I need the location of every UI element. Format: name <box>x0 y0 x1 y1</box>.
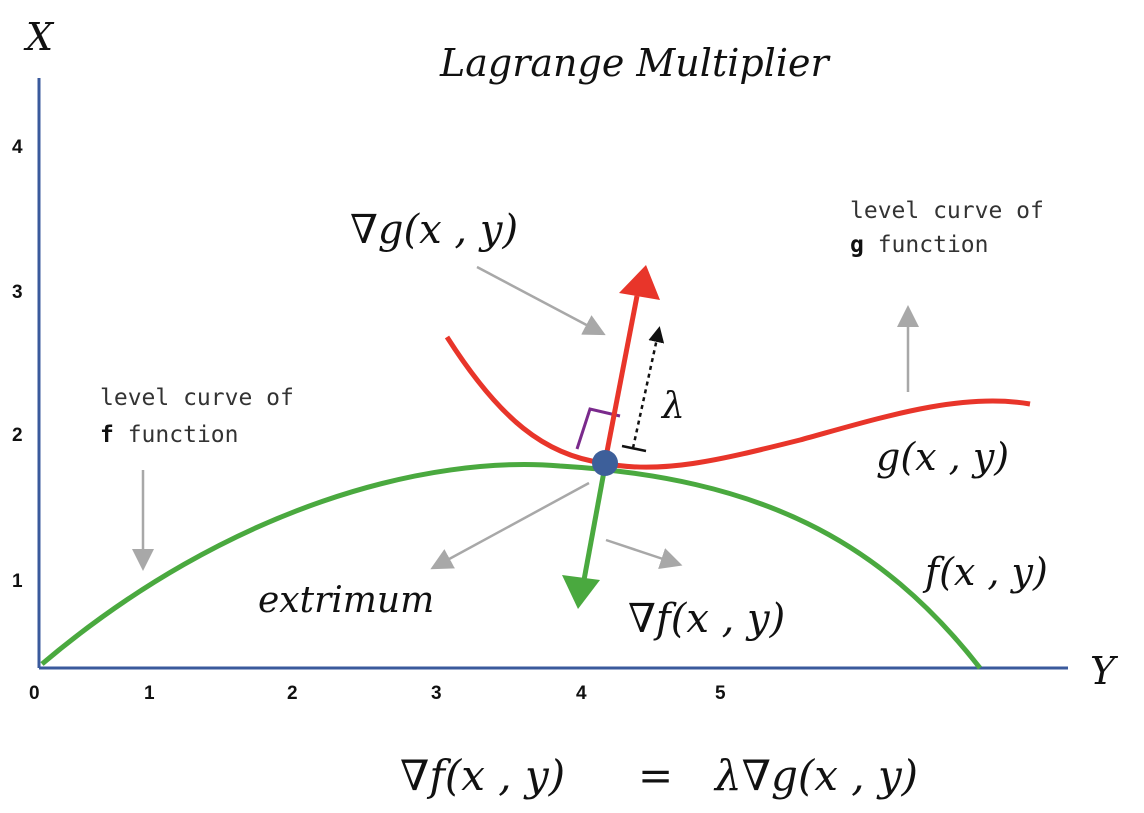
horizontal-axis-label: Y <box>1090 649 1119 693</box>
extremum-pointer <box>440 483 589 564</box>
f-level-annotation-rest: function <box>114 422 239 448</box>
tick-label: 3 <box>431 683 442 704</box>
diagram-title: Lagrange Multiplier <box>439 41 831 85</box>
extremum-point <box>592 450 618 476</box>
f-level-annotation-line2: f function <box>100 422 238 448</box>
f-level-annotation-line1: level curve of <box>100 385 294 411</box>
g-curve-label: g(x , y) <box>876 435 1009 479</box>
lambda-label: λ <box>660 386 685 427</box>
g-level-annotation: level curve of <box>850 198 1044 224</box>
lambda-arrow <box>633 334 658 448</box>
origin-label: 0 <box>29 683 40 704</box>
tick-label: 4 <box>12 137 23 158</box>
equation-lhs: ∇f(x , y) <box>400 751 565 800</box>
grad-f-label: ∇f(x , y) <box>628 596 785 642</box>
tick-label: 2 <box>287 683 298 704</box>
tick-label: 4 <box>576 683 587 704</box>
f-curve-label: f(x , y) <box>922 550 1048 594</box>
grad-f-pointer <box>606 540 672 562</box>
g-level-annotation-line2: g function <box>850 232 988 258</box>
extremum-label: extrimum <box>258 580 434 621</box>
grad-g-vector <box>605 296 637 462</box>
tick-label: 2 <box>12 425 23 446</box>
grad-g-arrowhead <box>619 265 660 300</box>
tick-label: 1 <box>144 683 155 704</box>
grad-f-arrowhead <box>562 575 600 609</box>
tick-label: 3 <box>12 282 23 303</box>
equation-equals: = <box>638 751 673 800</box>
g-level-annotation-rest: function <box>864 232 989 258</box>
f-level-curve <box>42 465 980 668</box>
f-level-annotation: level curve of <box>100 385 294 411</box>
grad-g-pointer <box>477 267 596 330</box>
tick-label: 5 <box>715 683 726 704</box>
f-level-annotation-bold: f <box>100 422 114 448</box>
g-level-annotation-bold: g <box>850 232 864 258</box>
vertical-axis-label: X <box>23 15 55 59</box>
g-level-annotation-line1: level curve of <box>850 198 1044 224</box>
grad-g-label: ∇g(x , y) <box>350 207 518 253</box>
equation-rhs: λ∇g(x , y) <box>713 751 918 800</box>
tick-label: 1 <box>12 571 23 592</box>
